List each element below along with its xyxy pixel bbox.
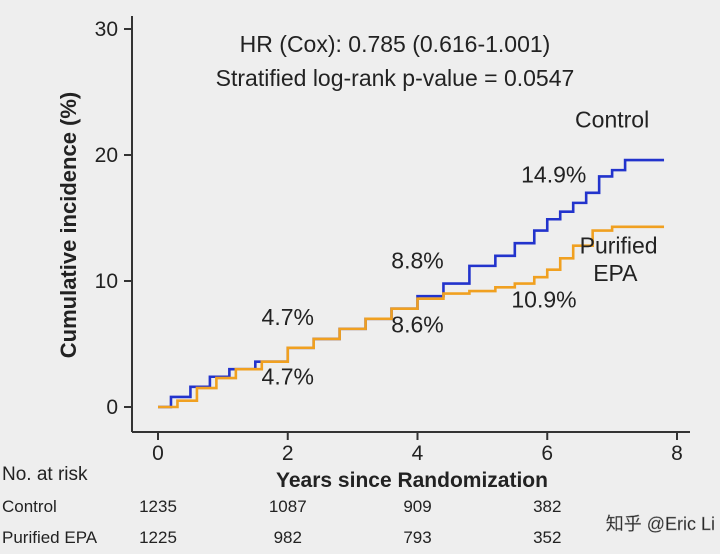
x-axis-label: Years since Randomization	[276, 469, 548, 492]
risk-value: 793	[403, 528, 431, 547]
risk-value: 909	[403, 497, 431, 516]
risk-row-label-epa: Purified EPA	[2, 528, 98, 547]
data-label: Control	[575, 106, 649, 132]
x-tick-label: 2	[282, 442, 294, 465]
data-label: 4.7%	[262, 363, 314, 389]
risk-value: 382	[533, 497, 561, 516]
series-line-control	[158, 158, 665, 409]
risk-value: 1225	[139, 528, 177, 547]
risk-table-title: No. at risk	[2, 464, 88, 485]
y-tick-label: 0	[106, 396, 118, 419]
risk-row-label-control: Control	[2, 497, 57, 516]
risk-value: 982	[274, 528, 302, 547]
data-label: EPA	[593, 260, 638, 286]
data-label: Purified	[580, 232, 658, 258]
series-lines	[158, 158, 665, 409]
hr-annotation: HR (Cox): 0.785 (0.616-1.001)	[240, 31, 551, 57]
risk-value: 352	[533, 528, 561, 547]
watermark: 知乎 @Eric Li	[606, 514, 715, 534]
logrank-annotation: Stratified log-rank p-value = 0.0547	[216, 65, 575, 91]
data-label: 4.7%	[262, 304, 314, 330]
data-label: 8.6%	[391, 312, 443, 338]
x-tick-label: 6	[541, 442, 553, 465]
y-axis-label: Cumulative incidence (%)	[56, 92, 81, 359]
data-label: 14.9%	[521, 162, 586, 188]
y-tick-label: 20	[95, 144, 118, 167]
x-tick-label: 0	[152, 442, 164, 465]
y-tick-label: 30	[95, 18, 118, 41]
y-tick-label: 10	[95, 270, 118, 293]
series-line-purified-epa	[158, 225, 665, 409]
x-tick-label: 8	[671, 442, 683, 465]
data-label: 10.9%	[511, 286, 576, 312]
risk-value: 1235	[139, 497, 177, 516]
x-tick-label: 4	[412, 442, 424, 465]
data-label: 8.8%	[391, 247, 443, 273]
axes: 0 10 20 30 0 2 4 6 8	[95, 16, 690, 465]
risk-values: 1235 1087 909 382 1225 982 793 352	[139, 497, 561, 547]
risk-value: 1087	[269, 497, 307, 516]
